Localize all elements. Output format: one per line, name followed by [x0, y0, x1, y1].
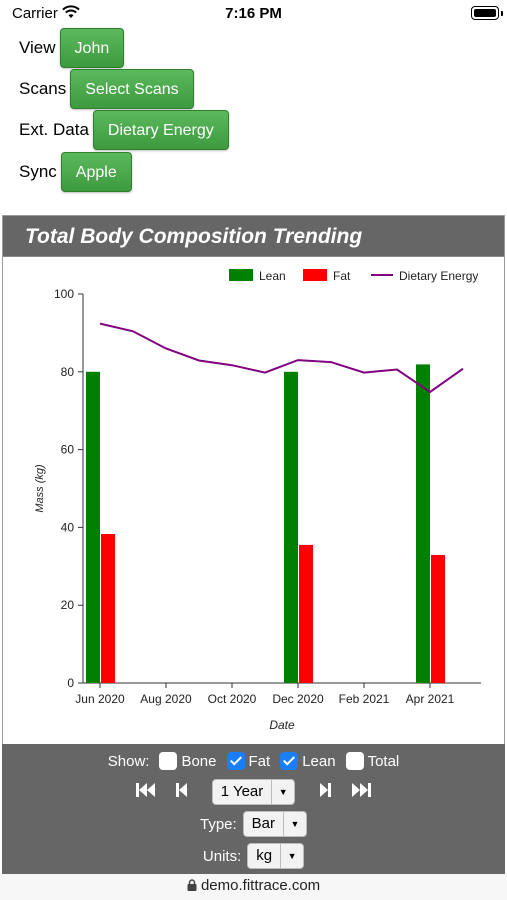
dietary-energy-button[interactable]: Dietary Energy [92, 110, 229, 150]
x-tick-label: Apr 2021 [406, 692, 455, 706]
bone-checkbox[interactable] [159, 752, 178, 770]
x-tick-label: Aug 2020 [140, 692, 192, 706]
fat-checkbox[interactable] [226, 752, 245, 770]
wifi-icon [62, 5, 80, 24]
legend-fat-label: Fat [333, 269, 351, 283]
fat-label: Fat [248, 752, 271, 770]
lean-label: Lean [302, 752, 336, 770]
chevron-down-icon: ▼ [278, 787, 288, 797]
chart-title: Total Body Composition Trending [25, 225, 363, 248]
sync-apple-button[interactable]: Apple [60, 152, 132, 192]
type-label: Type: [199, 815, 237, 833]
show-row: Show: Bone Fat Lean Total [2, 752, 505, 770]
chevron-down-icon: ▼ [290, 819, 300, 829]
chart-header: Total Body Composition Trending [3, 216, 504, 257]
lean-checkbox[interactable] [280, 752, 299, 770]
y-tick-label: 0 [67, 676, 74, 690]
bone-label: Bone [181, 752, 217, 770]
sync-label: Sync [19, 162, 57, 181]
chevron-down-icon: ▼ [287, 851, 297, 861]
legend-lean-swatch [229, 269, 253, 281]
lean-bar [416, 364, 430, 683]
y-axis-label: Mass (kg) [34, 464, 46, 513]
type-value: Bar [244, 812, 285, 836]
fat-bar [431, 555, 445, 683]
next-icon[interactable] [319, 782, 332, 803]
url-bar[interactable]: demo.fittrace.com [0, 874, 507, 900]
fat-bar [101, 534, 115, 683]
range-row: 1 Year ▼ [2, 779, 505, 805]
view-label: View [19, 38, 56, 57]
chart-panel: Total Body Composition Trending 0 20 40 60 8… [2, 215, 505, 745]
units-select[interactable]: kg ▼ [247, 843, 305, 869]
scans-label: Scans [19, 79, 67, 98]
range-select[interactable]: 1 Year ▼ [211, 779, 296, 805]
y-tick-label: 80 [61, 365, 75, 379]
x-tick-label: Dec 2020 [272, 692, 324, 706]
y-tick-label: 100 [54, 287, 74, 301]
url-text: demo.fittrace.com [200, 877, 321, 894]
x-axis-label: Date [269, 718, 295, 732]
y-tick-label: 40 [61, 520, 75, 534]
legend-dietary-energy-label: Dietary Energy [399, 269, 478, 283]
show-label: Show: [107, 752, 150, 770]
lock-icon [187, 877, 201, 894]
view-user-button[interactable]: John [59, 28, 125, 68]
units-label: Units: [202, 847, 242, 865]
carrier-label: Carrier [12, 5, 58, 22]
first-icon[interactable] [135, 782, 156, 803]
status-bar: Carrier 7:16 PM [0, 0, 507, 28]
sync-row: Sync Apple [19, 152, 132, 192]
lean-bar [86, 371, 100, 683]
ext-data-row: Ext. Data Dietary Energy [19, 110, 229, 150]
chart-controls: Show: Bone Fat Lean Total 1 Year ▼ Type:… [2, 744, 505, 874]
range-value: 1 Year [213, 780, 273, 804]
clock: 7:16 PM [225, 5, 282, 22]
battery-icon [471, 6, 503, 20]
legend-fat-swatch [303, 269, 327, 281]
body-composition-chart: 0 20 40 60 80 100 Jun 2020 Aug 2020 Oct 2020 Dec … [34, 269, 481, 732]
fat-bar [299, 544, 313, 683]
select-scans-button[interactable]: Select Scans [70, 69, 194, 109]
view-row: View John [19, 28, 125, 68]
y-tick-label: 60 [61, 443, 75, 457]
x-tick-label: Jun 2020 [75, 692, 125, 706]
y-tick-label: 20 [61, 598, 75, 612]
prev-icon[interactable] [175, 782, 188, 803]
type-select[interactable]: Bar ▼ [242, 811, 308, 837]
units-row: Units: kg ▼ [2, 843, 505, 869]
total-checkbox[interactable] [345, 752, 364, 770]
ext-data-label: Ext. Data [19, 120, 89, 139]
units-value: kg [248, 844, 282, 868]
total-label: Total [367, 752, 400, 770]
dietary-energy-line [99, 322, 464, 394]
type-row: Type: Bar ▼ [2, 811, 505, 837]
x-tick-label: Feb 2021 [339, 692, 390, 706]
lean-bar [284, 371, 298, 683]
last-icon[interactable] [351, 782, 372, 803]
legend-lean-label: Lean [259, 269, 286, 283]
scans-row: Scans Select Scans [19, 69, 194, 109]
x-tick-label: Oct 2020 [208, 692, 257, 706]
